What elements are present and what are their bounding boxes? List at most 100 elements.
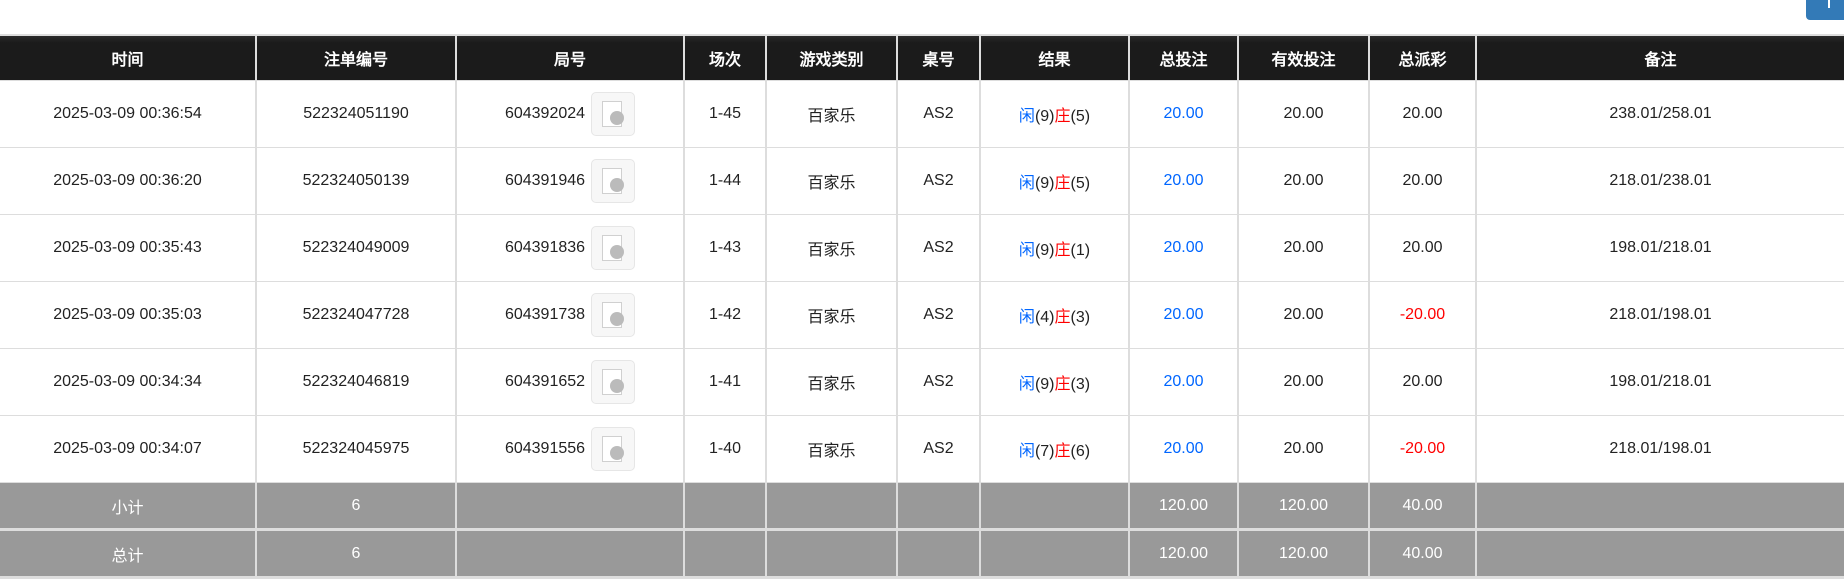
banker-score: (1) bbox=[1070, 242, 1091, 259]
banker-label: 庄 bbox=[1054, 443, 1071, 460]
video-file-icon[interactable] bbox=[591, 92, 636, 136]
player-score: (7) bbox=[1034, 443, 1055, 460]
session-cell: 1-42 bbox=[683, 281, 766, 349]
bet-id-cell: 522324050139 bbox=[255, 147, 456, 215]
video-file-icon[interactable] bbox=[591, 360, 636, 404]
header-payout: 总派彩 bbox=[1368, 34, 1476, 81]
total-payout: 40.00 bbox=[1368, 528, 1476, 579]
player-label: 闲 bbox=[1018, 108, 1035, 125]
player-label: 闲 bbox=[1018, 443, 1035, 460]
video-file-icon[interactable] bbox=[591, 293, 636, 337]
total-row: 总计 6 120.00 120.00 40.00 bbox=[0, 528, 1844, 579]
round-cell: 604391652 bbox=[455, 348, 684, 416]
subtotal-valid-bet: 120.00 bbox=[1237, 482, 1369, 530]
total-bet-cell: 20.00 bbox=[1128, 214, 1238, 282]
header-note: 备注 bbox=[1475, 34, 1844, 81]
round-number: 604391738 bbox=[504, 306, 586, 324]
header-bet-id: 注单编号 bbox=[255, 34, 456, 81]
banker-score: (5) bbox=[1070, 108, 1091, 125]
empty-cell bbox=[765, 528, 897, 579]
result-cell: 闲(9)庄(5) bbox=[979, 147, 1129, 215]
banker-label: 庄 bbox=[1054, 376, 1071, 393]
valid-bet-cell: 20.00 bbox=[1237, 281, 1369, 349]
round-cell: 604392024 bbox=[455, 80, 684, 148]
empty-cell bbox=[1475, 528, 1844, 579]
empty-cell bbox=[1475, 482, 1844, 530]
total-valid-bet: 120.00 bbox=[1237, 528, 1369, 579]
session-cell: 1-45 bbox=[683, 80, 766, 148]
result-cell: 闲(7)庄(6) bbox=[979, 415, 1129, 483]
video-file-icon[interactable] bbox=[591, 226, 636, 270]
banker-label: 庄 bbox=[1054, 108, 1071, 125]
round-number: 604391946 bbox=[504, 172, 586, 190]
total-bet-cell: 20.00 bbox=[1128, 80, 1238, 148]
round-number: 604391652 bbox=[504, 373, 586, 391]
time-cell: 2025-03-09 00:34:34 bbox=[0, 348, 256, 416]
valid-bet-cell: 20.00 bbox=[1237, 415, 1369, 483]
round-cell: 604391946 bbox=[455, 147, 684, 215]
bet-id-cell: 522324047728 bbox=[255, 281, 456, 349]
banker-label: 庄 bbox=[1054, 242, 1071, 259]
round-cell: 604391738 bbox=[455, 281, 684, 349]
note-cell: 218.01/238.01 bbox=[1475, 147, 1844, 215]
table-no-cell: AS2 bbox=[896, 214, 980, 282]
header-round: 局号 bbox=[455, 34, 684, 81]
valid-bet-cell: 20.00 bbox=[1237, 147, 1369, 215]
total-label: 总计 bbox=[0, 528, 256, 579]
time-cell: 2025-03-09 00:35:43 bbox=[0, 214, 256, 282]
player-score: (9) bbox=[1034, 108, 1055, 125]
player-label: 闲 bbox=[1018, 376, 1035, 393]
empty-cell bbox=[455, 482, 684, 530]
bet-records-table: 时间 注单编号 局号 场次 游戏类别 桌号 结果 总投注 有效投注 总派彩 备注 2025-03-0… bbox=[0, 34, 1844, 579]
subtotal-count: 6 bbox=[255, 482, 456, 530]
video-file-icon[interactable] bbox=[591, 427, 636, 471]
time-cell: 2025-03-09 00:36:54 bbox=[0, 80, 256, 148]
table-header: 时间 注单编号 局号 场次 游戏类别 桌号 结果 总投注 有效投注 总派彩 备注 bbox=[0, 34, 1844, 81]
table-row: 2025-03-09 00:34:07 522324045975 604391556… bbox=[0, 415, 1844, 483]
session-cell: 1-44 bbox=[683, 147, 766, 215]
result-cell: 闲(4)庄(3) bbox=[979, 281, 1129, 349]
time-cell: 2025-03-09 00:36:20 bbox=[0, 147, 256, 215]
total-bet-cell: 20.00 bbox=[1128, 147, 1238, 215]
header-table-no: 桌号 bbox=[896, 34, 980, 81]
round-number: 604391556 bbox=[504, 440, 586, 458]
payout-cell: -20.00 bbox=[1368, 415, 1476, 483]
player-score: (9) bbox=[1034, 242, 1055, 259]
result-cell: 闲(9)庄(3) bbox=[979, 348, 1129, 416]
game-type-cell: 百家乐 bbox=[765, 281, 897, 349]
table-row: 2025-03-09 00:36:54 522324051190 604392024… bbox=[0, 80, 1844, 148]
empty-cell bbox=[979, 528, 1129, 579]
result-cell: 闲(9)庄(5) bbox=[979, 80, 1129, 148]
game-type-cell: 百家乐 bbox=[765, 80, 897, 148]
header-result: 结果 bbox=[979, 34, 1129, 81]
player-score: (9) bbox=[1034, 376, 1055, 393]
player-label: 闲 bbox=[1018, 175, 1035, 192]
total-bet-cell: 20.00 bbox=[1128, 281, 1238, 349]
table-no-cell: AS2 bbox=[896, 281, 980, 349]
empty-cell bbox=[896, 528, 980, 579]
header-game-type: 游戏类别 bbox=[765, 34, 897, 81]
banker-score: (3) bbox=[1070, 376, 1091, 393]
payout-cell: 20.00 bbox=[1368, 147, 1476, 215]
top-right-button[interactable] bbox=[1806, 0, 1844, 20]
payout-cell: 20.00 bbox=[1368, 80, 1476, 148]
header-session: 场次 bbox=[683, 34, 766, 81]
player-score: (4) bbox=[1034, 309, 1055, 326]
total-bet-cell: 20.00 bbox=[1128, 348, 1238, 416]
valid-bet-cell: 20.00 bbox=[1237, 214, 1369, 282]
payout-cell: -20.00 bbox=[1368, 281, 1476, 349]
table-no-cell: AS2 bbox=[896, 80, 980, 148]
table-no-cell: AS2 bbox=[896, 348, 980, 416]
header-valid-bet: 有效投注 bbox=[1237, 34, 1369, 81]
bet-id-cell: 522324045975 bbox=[255, 415, 456, 483]
empty-cell bbox=[765, 482, 897, 530]
game-type-cell: 百家乐 bbox=[765, 147, 897, 215]
video-file-icon[interactable] bbox=[591, 159, 636, 203]
subtotal-row: 小计 6 120.00 120.00 40.00 bbox=[0, 482, 1844, 530]
empty-cell bbox=[896, 482, 980, 530]
subtotal-total-bet: 120.00 bbox=[1128, 482, 1238, 530]
table-row: 2025-03-09 00:36:20 522324050139 604391946… bbox=[0, 147, 1844, 215]
round-number: 604392024 bbox=[504, 105, 586, 123]
bet-id-cell: 522324049009 bbox=[255, 214, 456, 282]
header-total-bet: 总投注 bbox=[1128, 34, 1238, 81]
